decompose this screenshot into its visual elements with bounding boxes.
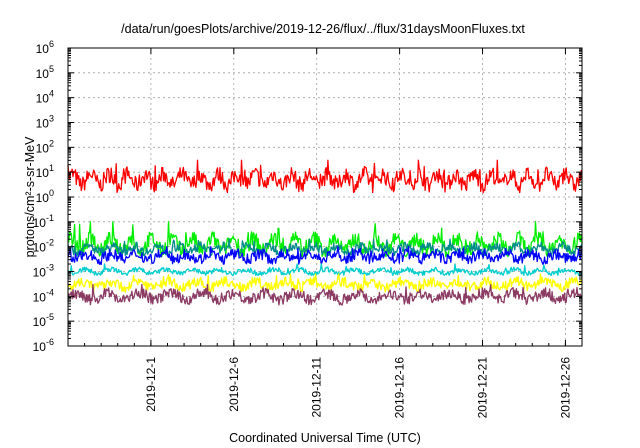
series-line-3: [67, 238, 583, 258]
y-tick-labels: 10-6 10-5 10-4 10-3 10-2 10-1 100 101 102 103 104 1…: [33, 39, 54, 354]
y-tick-label: 104: [36, 89, 54, 106]
series-line-4: [67, 246, 583, 266]
axis-ticks: [67, 47, 583, 347]
x-tick-label: 2019-12-6: [227, 357, 241, 412]
y-tick-label: 106: [36, 39, 54, 56]
y-tick-label: 100: [36, 188, 54, 205]
x-axis-label: Coordinated Universal Time (UTC): [229, 431, 421, 445]
series-line-5: [67, 263, 583, 276]
y-tick-label: 101: [36, 163, 54, 180]
y-tick-label: 10-1: [33, 213, 54, 230]
x-tick-label: 2019-12-11: [310, 357, 324, 418]
x-tick-label: 2019-12-16: [393, 357, 407, 419]
y-tick-label: 105: [36, 64, 54, 81]
x-tick-label: 2019-12-26: [558, 357, 572, 419]
series-line-1: [67, 159, 583, 194]
y-tick-label: 10-5: [33, 312, 54, 329]
series-line-7: [67, 283, 583, 306]
y-tick-label: 10-4: [33, 287, 54, 304]
y-tick-label: 103: [36, 114, 54, 131]
y-tick-label: 10-2: [33, 238, 54, 255]
x-tick-labels: 2019-12-1 2019-12-6 2019-12-11 2019-12-16 20…: [144, 357, 573, 419]
x-tick-label: 2019-12-1: [144, 357, 158, 412]
series-line-6: [67, 273, 583, 293]
y-axis-label: protons/cm²-s-sr-MeV: [23, 136, 37, 258]
y-tick-label: 10-6: [33, 337, 54, 354]
grid-lines: [68, 48, 582, 346]
series-line-2: [67, 221, 583, 258]
y-tick-label: 102: [36, 138, 54, 155]
chart-title: /data/run/goesPlots/archive/2019-12-26/f…: [121, 22, 525, 36]
plot-series: [67, 159, 583, 306]
x-tick-label: 2019-12-21: [476, 357, 490, 419]
y-tick-label: 10-3: [33, 263, 54, 280]
